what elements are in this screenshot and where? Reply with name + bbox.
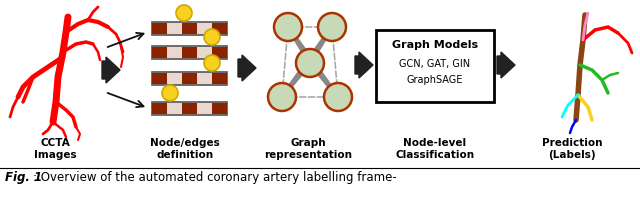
Bar xyxy=(152,102,167,113)
Circle shape xyxy=(204,55,220,71)
Bar xyxy=(0,0,640,168)
Text: Prediction
(Labels): Prediction (Labels) xyxy=(541,138,602,160)
Bar xyxy=(376,30,494,102)
Text: : Overview of the automated coronary artery labelling frame-: : Overview of the automated coronary art… xyxy=(33,172,397,184)
FancyArrow shape xyxy=(238,55,256,81)
Text: Graph Models: Graph Models xyxy=(392,40,478,50)
Bar xyxy=(212,72,227,84)
Text: Graph
representation: Graph representation xyxy=(264,138,352,160)
Bar xyxy=(152,101,227,114)
Text: GraphSAGE: GraphSAGE xyxy=(407,75,463,85)
Text: CCTA
Images: CCTA Images xyxy=(34,138,76,160)
Circle shape xyxy=(162,85,178,101)
FancyArrow shape xyxy=(102,57,120,83)
Bar xyxy=(182,47,197,58)
Bar xyxy=(152,72,167,84)
Circle shape xyxy=(324,83,352,111)
Bar xyxy=(182,72,197,84)
Bar xyxy=(152,71,227,85)
Circle shape xyxy=(204,29,220,45)
Bar xyxy=(212,47,227,58)
Bar xyxy=(152,46,227,59)
Text: Fig. 1: Fig. 1 xyxy=(5,172,42,184)
Bar xyxy=(182,102,197,113)
Bar xyxy=(152,21,227,34)
Circle shape xyxy=(274,13,302,41)
Bar xyxy=(212,102,227,113)
Circle shape xyxy=(318,13,346,41)
Bar xyxy=(152,22,167,33)
Circle shape xyxy=(268,83,296,111)
Bar xyxy=(152,47,167,58)
Circle shape xyxy=(176,5,192,21)
Bar xyxy=(212,22,227,33)
Circle shape xyxy=(296,49,324,77)
FancyArrow shape xyxy=(497,52,515,78)
FancyArrow shape xyxy=(355,52,373,78)
Text: Node/edges
definition: Node/edges definition xyxy=(150,138,220,160)
Text: Node-level
Classification: Node-level Classification xyxy=(396,138,475,160)
Bar xyxy=(182,22,197,33)
Text: GCN, GAT, GIN: GCN, GAT, GIN xyxy=(399,59,470,69)
